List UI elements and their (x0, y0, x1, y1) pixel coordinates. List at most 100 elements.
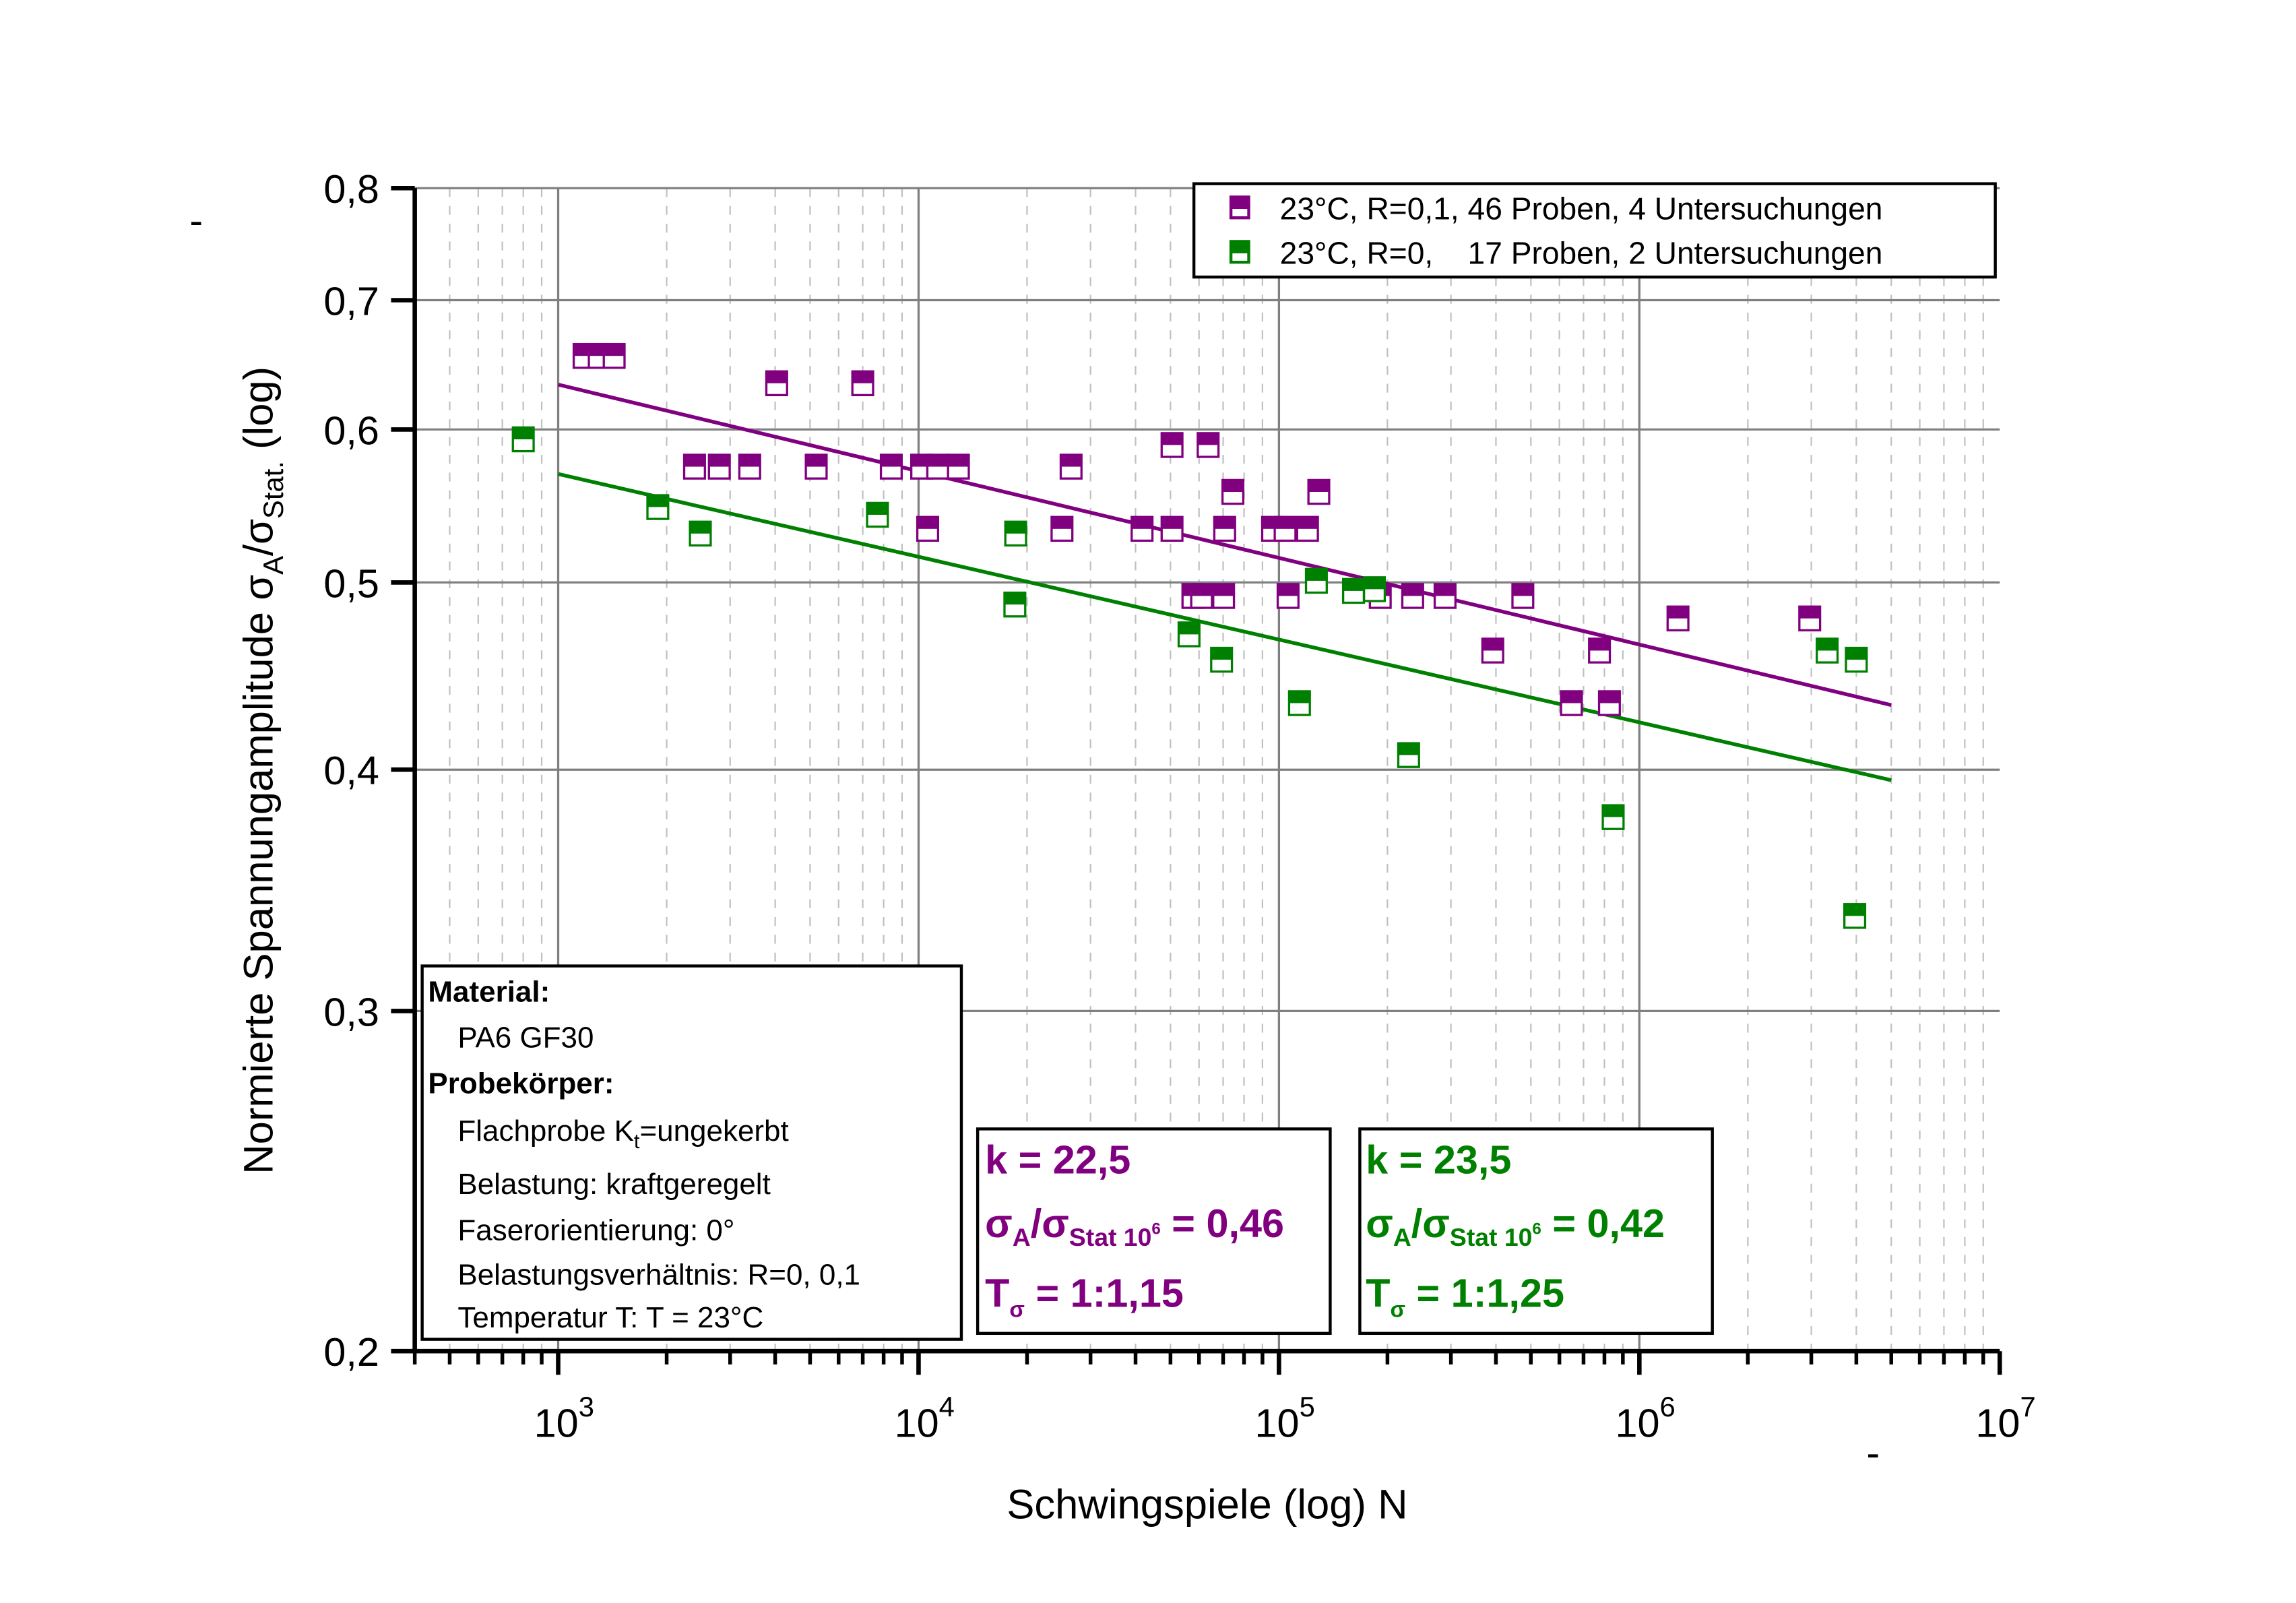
info-material-heading: Material: (428, 975, 550, 1008)
marker-fill (1005, 522, 1027, 534)
data-point-purple (1481, 637, 1504, 664)
marker-fill (1275, 517, 1296, 529)
data-point-purple (682, 453, 706, 480)
marker-fill (1603, 805, 1624, 817)
legend-label-green: 23°C, R=0, 17 Proben, 2 Untersuchungen (1280, 235, 1883, 270)
marker-fill (1197, 433, 1219, 445)
legend-marker-green (1229, 240, 1250, 264)
info-load-ratio: Belastungsverhältnis: R=0, 0,1 (457, 1258, 860, 1291)
marker-fill (1161, 517, 1183, 529)
green-result-box: k = 23,5 σA/σStat 106 = 0,42 Tσ = 1:1,25 (1358, 1127, 1714, 1335)
data-point-purple (916, 515, 940, 542)
data-point-purple (851, 370, 874, 397)
data-point-green (1287, 690, 1311, 716)
marker-fill (1297, 517, 1318, 529)
data-point-purple (1273, 515, 1297, 542)
info-fiber-orientation: Faserorientierung: 0° (457, 1214, 734, 1247)
marker-fill (1434, 584, 1456, 596)
marker-fill (1561, 691, 1582, 703)
marker-fill (927, 454, 949, 467)
marker-fill (684, 454, 705, 467)
data-point-purple (1307, 478, 1331, 505)
green-t-value: Tσ = 1:1,25 (1366, 1270, 1564, 1321)
purple-ratio: σA/σStat 106 = 0,46 (985, 1201, 1284, 1251)
marker-fill (513, 427, 534, 440)
y-tick-label: 0,2 (323, 1329, 379, 1375)
green-ratio: σA/σStat 106 = 0,42 (1366, 1201, 1665, 1251)
data-point-green (1341, 577, 1366, 604)
data-point-green (511, 426, 535, 453)
marker-fill (1214, 517, 1236, 529)
info-material-value: PA6 GF30 (457, 1021, 594, 1054)
marker-fill (1512, 584, 1533, 596)
x-tick-label: 104 (895, 1391, 955, 1446)
y-tick-label: 0,7 (323, 278, 379, 323)
marker-fill (1161, 433, 1183, 445)
legend-marker-purple (1229, 195, 1250, 220)
fit-line-green (557, 472, 1892, 782)
data-point-purple (1160, 515, 1184, 542)
data-point-green (1816, 637, 1839, 664)
marker-fill (1599, 691, 1620, 703)
marker-fill (1364, 577, 1385, 590)
data-point-purple (738, 453, 761, 480)
data-point-green (1210, 646, 1234, 673)
data-point-green (689, 520, 712, 547)
purple-t-value: Tσ = 1:1,15 (985, 1270, 1184, 1321)
data-points (511, 342, 1868, 929)
legend: 23°C, R=0,1, 46 Proben, 4 Untersuchungen… (1192, 182, 1997, 279)
data-point-purple (1212, 583, 1236, 609)
marker-fill (604, 344, 625, 356)
marker-fill (1289, 691, 1310, 703)
y-tick-label: 0,4 (323, 748, 379, 793)
info-specimen-type: Flachprobe Kt=ungekerbt (457, 1114, 788, 1153)
marker-fill (1213, 584, 1234, 596)
x-tick-label: 107 (1975, 1391, 2035, 1446)
data-point-green (1177, 621, 1201, 648)
marker-fill (1178, 622, 1200, 635)
marker-fill (948, 454, 969, 467)
marker-fill (1306, 569, 1327, 581)
marker-fill (867, 503, 888, 515)
x-tick-label: 105 (1255, 1391, 1315, 1446)
y-axis-title: Normierte Spannungamplitude σA/σStat. (l… (236, 367, 289, 1174)
data-point-green (1843, 903, 1867, 929)
data-point-purple (1050, 515, 1074, 542)
marker-fill (881, 454, 902, 467)
data-point-purple (1213, 515, 1236, 542)
x-tick-label: 103 (534, 1391, 594, 1446)
data-point-green (1003, 591, 1027, 618)
marker-fill (1844, 904, 1865, 916)
data-point-purple (602, 342, 626, 369)
marker-fill (709, 454, 730, 467)
info-loading: Belastung: kraftgeregelt (457, 1168, 770, 1201)
marker-fill (1799, 606, 1820, 619)
marker-fill (766, 371, 788, 383)
marker-fill (852, 371, 873, 383)
legend-label-purple: 23°C, R=0,1, 46 Proben, 4 Untersuchungen (1280, 191, 1883, 226)
info-box-frame (420, 964, 963, 1341)
marker-fill (1343, 579, 1364, 591)
data-point-green (1397, 742, 1420, 768)
data-point-purple (1160, 432, 1184, 458)
marker-fill (1051, 517, 1073, 529)
y-tick-label: 0,6 (323, 408, 379, 453)
info-temperature: Temperatur T: T = 23°C (457, 1301, 763, 1334)
data-point-purple (1130, 515, 1154, 542)
data-point-purple (765, 370, 788, 397)
info-box: Material: PA6 GF30 Probekörper: Flachpro… (420, 964, 963, 1341)
data-point-green (866, 501, 889, 528)
marker-fill (1402, 584, 1424, 596)
marker-fill (1004, 592, 1025, 605)
marker-fill (1222, 480, 1244, 492)
data-point-purple (1190, 583, 1213, 609)
marker-fill (1060, 454, 1082, 467)
data-point-purple (707, 453, 731, 480)
data-point-purple (1059, 453, 1083, 480)
y-tick-label: 0,5 (323, 561, 379, 606)
marker-fill (1277, 584, 1299, 596)
marker-fill (1131, 517, 1153, 529)
marker-fill (1845, 648, 1867, 660)
marker-fill (806, 454, 827, 467)
